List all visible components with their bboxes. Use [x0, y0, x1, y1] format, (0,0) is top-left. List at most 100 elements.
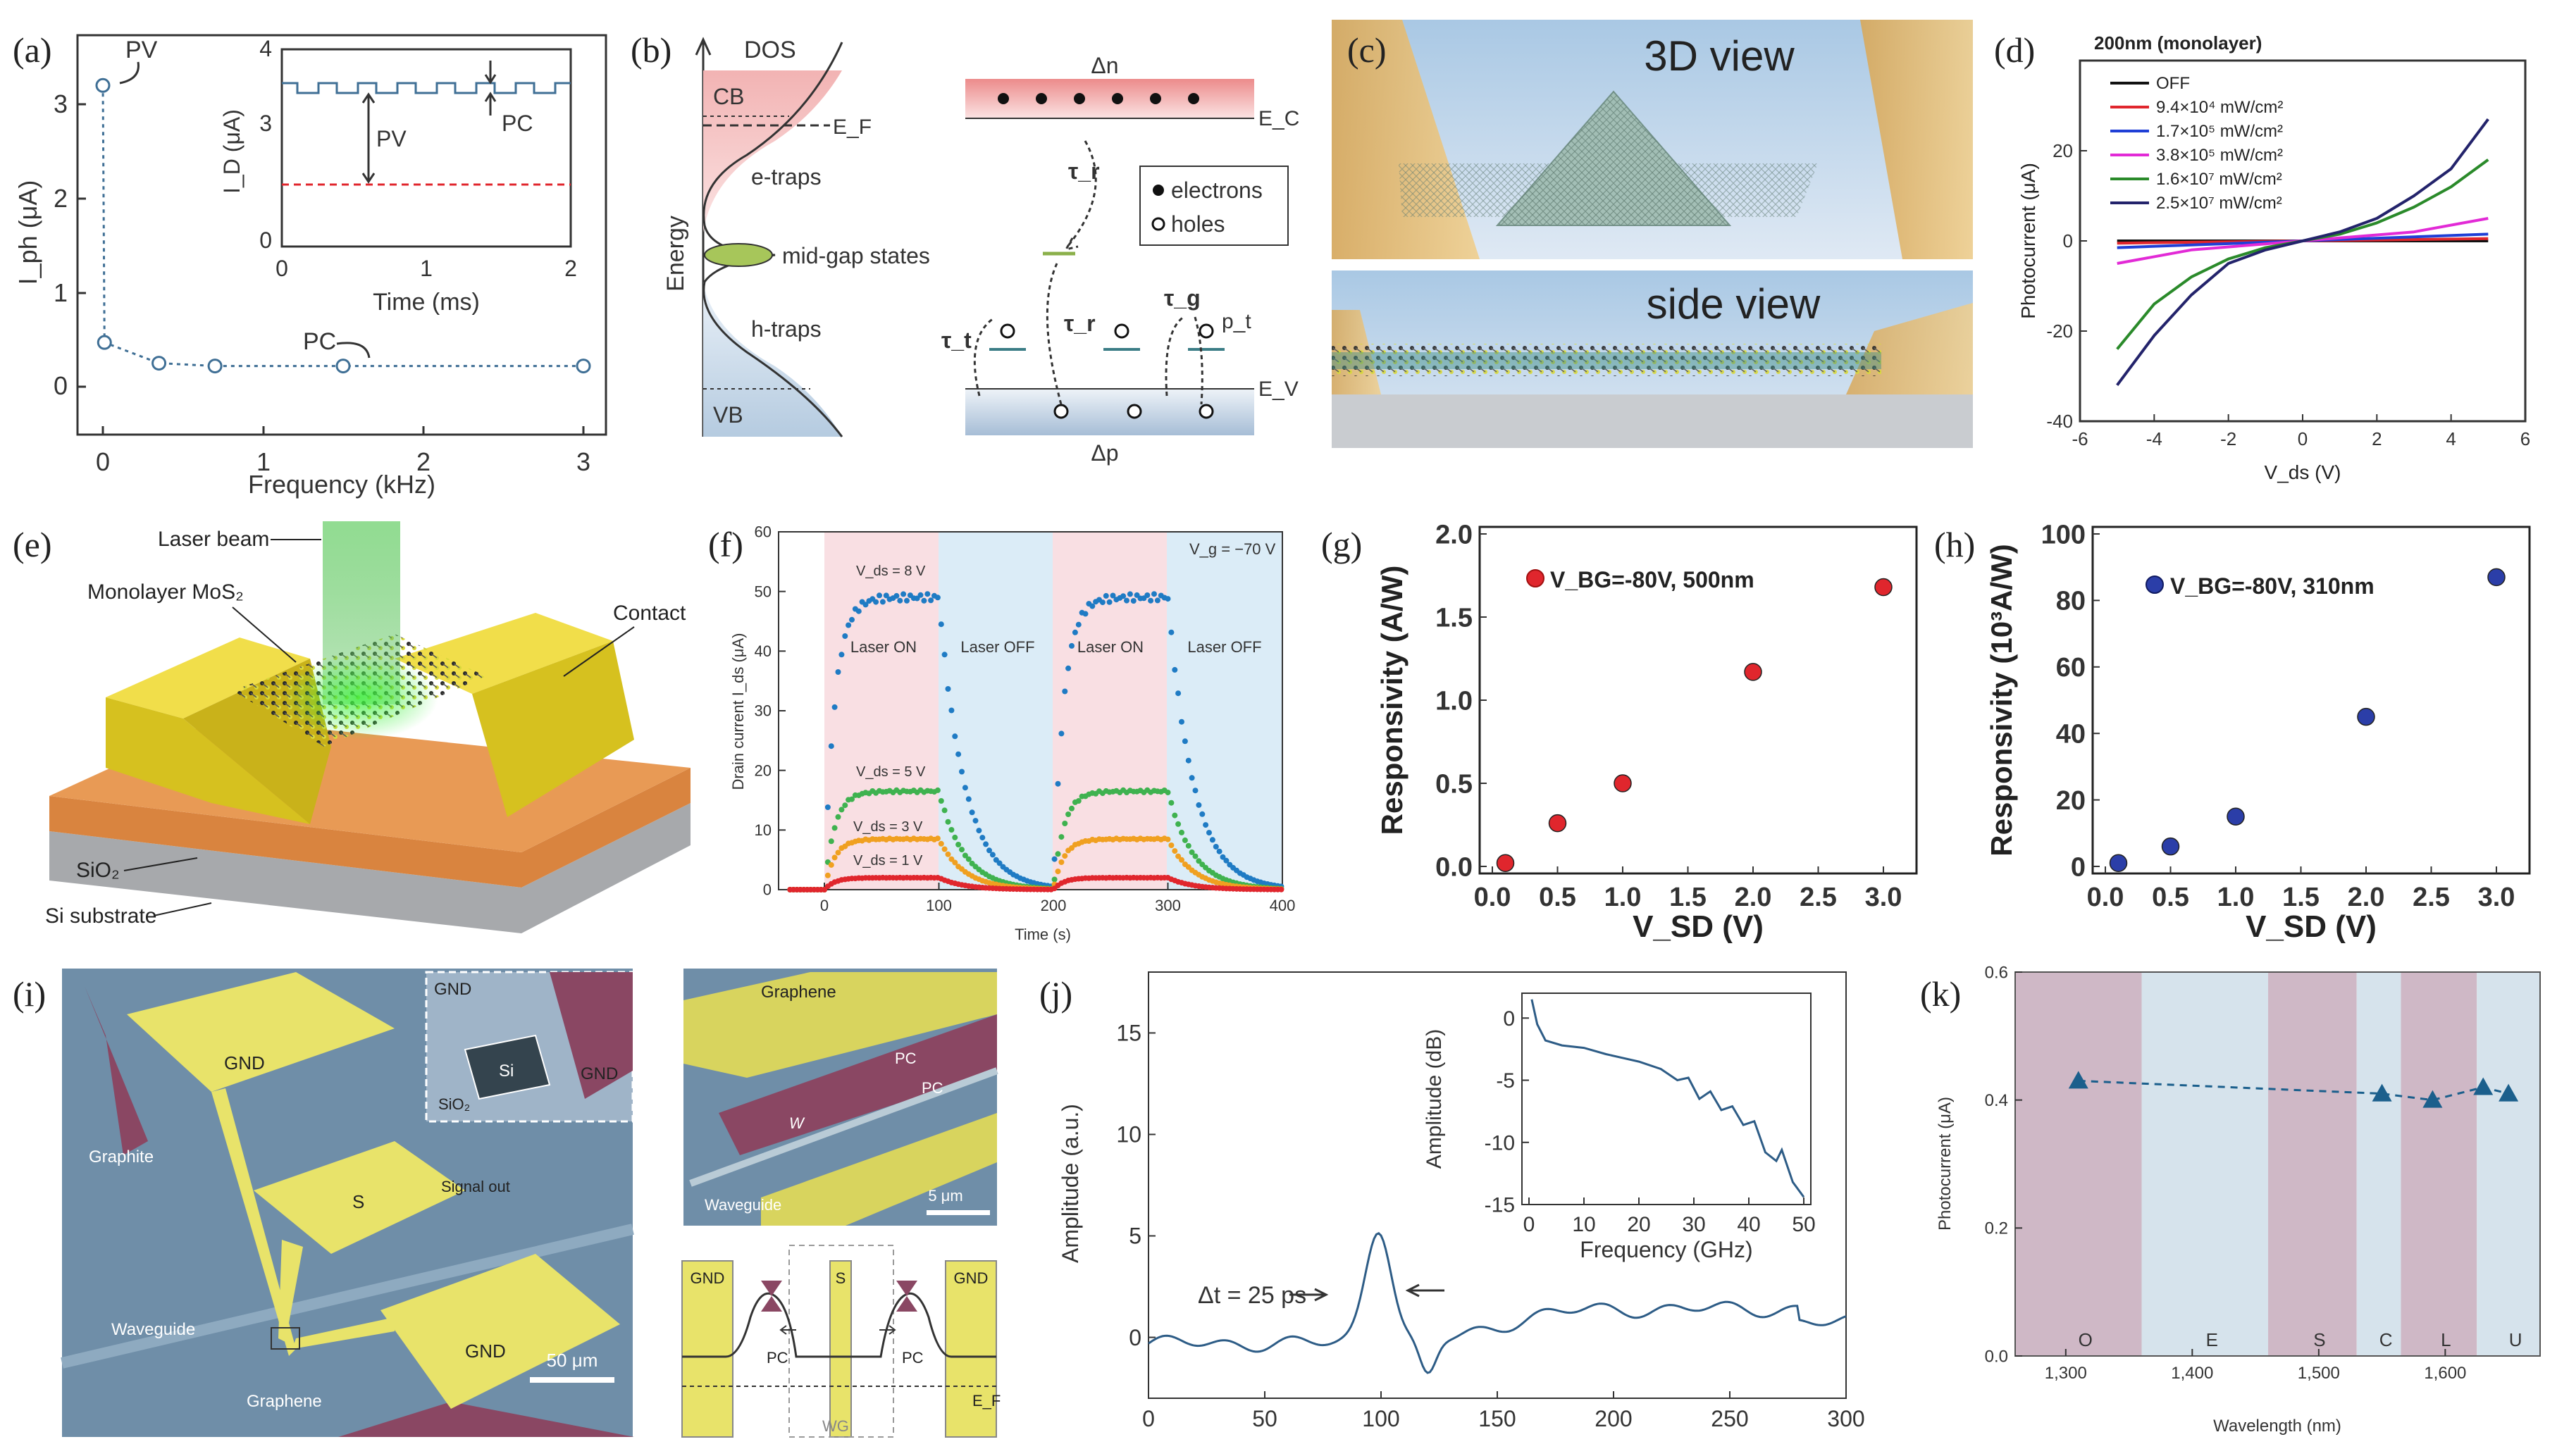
label-graphite-i: Graphite: [89, 1147, 154, 1166]
trace-point-f: [962, 852, 968, 859]
schematic-gnd-left-i: GND: [691, 1269, 725, 1287]
laser-on-shade-2-f: [1053, 532, 1167, 890]
data-point-h: [2227, 807, 2245, 826]
trace-point-f: [1192, 853, 1199, 859]
trace-point-f: [877, 592, 882, 599]
data-point-h: [2161, 837, 2180, 856]
laser-off-label-2-f: Laser OFF: [1187, 638, 1261, 656]
y-tick-label: 15: [1116, 1021, 1141, 1046]
panel-c: 3D view side view (c): [1332, 20, 1973, 448]
panel-label-f: (f): [708, 525, 743, 564]
legend-holes-b: holes: [1171, 211, 1225, 237]
data-point-h: [2487, 568, 2506, 587]
x-tick-label: 2.5: [1800, 883, 1837, 912]
label-gnd-bottom-i: GND: [465, 1340, 506, 1362]
schematic-gnd-right-i: GND: [954, 1269, 989, 1287]
mos2-layer-side-c: [1332, 344, 1881, 376]
y-axis-label-g: Responsivity (A/W): [1375, 566, 1408, 835]
trace-point-f: [969, 809, 975, 816]
series-label-1v-f: V_ds = 1 V: [853, 853, 923, 869]
inset-pv-label-a: PV: [376, 126, 407, 151]
x-tick-label: 0.5: [1539, 883, 1576, 912]
trace-point-f: [1058, 730, 1065, 737]
scale-label-right-i: 5 μm: [928, 1187, 962, 1205]
label-si-e: Si substrate: [45, 904, 156, 928]
trace-point-f: [1278, 886, 1284, 892]
y-tick-a: 0: [54, 371, 68, 400]
x-tick-label: 250: [1711, 1406, 1748, 1431]
trace-point-f: [1213, 844, 1219, 850]
x-axis-label-f: Time (s): [1015, 926, 1071, 943]
band-region-k: [2356, 972, 2401, 1356]
band-label-k: C: [2379, 1329, 2393, 1350]
legend-entry-d: 3.8×10⁵ mW/cm²: [2156, 146, 2283, 165]
trace-point-f: [1172, 812, 1178, 819]
y-tick-a: 2: [54, 184, 68, 213]
series-label-5v-f: V_ds = 5 V: [856, 764, 926, 780]
panel-label-i: (i): [13, 974, 46, 1014]
series-points-g: [1496, 578, 1893, 873]
inset-j: 0 10 20 30 40 50 0 -5 -10 -15 Frequency (GHz) Amp…: [1423, 993, 1816, 1262]
trace-point-f: [959, 847, 965, 853]
y-axis-label-a: I_ph (μA): [13, 180, 42, 285]
trace-point-f: [838, 652, 845, 658]
y-tick-label: -20: [2046, 321, 2073, 342]
y-tick-label: 10: [1116, 1122, 1141, 1147]
pt-label-b: p_t: [1222, 310, 1251, 333]
legend-text-g: V_BG=-80V, 500nm: [1550, 567, 1754, 592]
data-point-g: [1744, 663, 1762, 681]
pointer-sio2-e: [123, 857, 198, 871]
y-tick-label: 5: [1129, 1224, 1141, 1249]
trace-point-f: [1151, 591, 1157, 597]
y-tick-label: -40: [2046, 411, 2073, 432]
x-tick-label: 0: [2298, 428, 2308, 449]
holes-b: [1000, 323, 1214, 419]
trace-point-f: [938, 798, 944, 804]
h-traps-label-b: h-traps: [751, 316, 822, 342]
legend-entry-d: 2.5×10⁷ mW/cm²: [2156, 194, 2282, 213]
y-axis-label-f: Drain current I_ds (μA): [729, 633, 747, 790]
trace-point-f: [1127, 591, 1133, 597]
legend-hole-marker-b: [1151, 217, 1165, 231]
label-mos2-e: Monolayer MoS₂: [87, 580, 244, 604]
dos-label-b: DOS: [744, 37, 796, 63]
trace-point-f: [900, 591, 907, 597]
trace-point-f: [1185, 842, 1191, 849]
x-tick-label: 50: [1252, 1406, 1277, 1431]
y-tick-label: 80: [2056, 587, 2086, 616]
trace-point-f: [948, 707, 955, 714]
inset-trace-j: [1530, 999, 1805, 1198]
closeup-graphene-i: [719, 1014, 997, 1155]
trace-point-f: [1055, 869, 1061, 875]
mid-gap-label-b: mid-gap states: [782, 243, 930, 268]
label-contact-e: Contact: [613, 602, 686, 625]
annotation-pc-a: PC: [303, 328, 336, 355]
trace-point-f: [1103, 592, 1109, 599]
ef-label-b: E_F: [833, 116, 872, 139]
ev-label-b: E_V: [1258, 378, 1299, 401]
x-tick-label: 0: [1142, 1406, 1155, 1431]
y-tick-label: 50: [755, 583, 772, 600]
legend-d: OFF 9.4×10⁴ mW/cm² 1.7×10⁵ mW/cm² 3.8×10⁵ m…: [2110, 74, 2283, 213]
closeup-label-w-i: W: [789, 1114, 805, 1132]
trace-point-f: [1172, 666, 1178, 673]
laser-off-shade-2-f: [1167, 532, 1282, 890]
band-label-k: S: [2313, 1329, 2325, 1350]
y-tick-label: 0: [1503, 1007, 1515, 1031]
band-label-k: L: [2441, 1329, 2451, 1350]
band-label-k: U: [2509, 1329, 2522, 1350]
laser-on-label-1-f: Laser ON: [850, 638, 917, 656]
x-tick-label: 1,300: [2045, 1364, 2087, 1383]
trace-point-f: [1058, 834, 1065, 840]
trace-point-f: [842, 633, 848, 639]
x-axis-label-k: Wavelength (nm): [2213, 1417, 2341, 1436]
trace-point-f: [1175, 853, 1182, 859]
band-region-k: [2268, 972, 2357, 1356]
x-tick-label: 2.0: [1735, 883, 1772, 912]
x-tick-label: 400: [1270, 897, 1296, 914]
plot-frame-k: [2014, 971, 2541, 1357]
trace-point-f: [952, 834, 958, 840]
panel-label-e: (e): [13, 525, 52, 564]
trace-point-f: [883, 592, 889, 599]
x-axis-label-d: V_ds (V): [2265, 461, 2341, 483]
